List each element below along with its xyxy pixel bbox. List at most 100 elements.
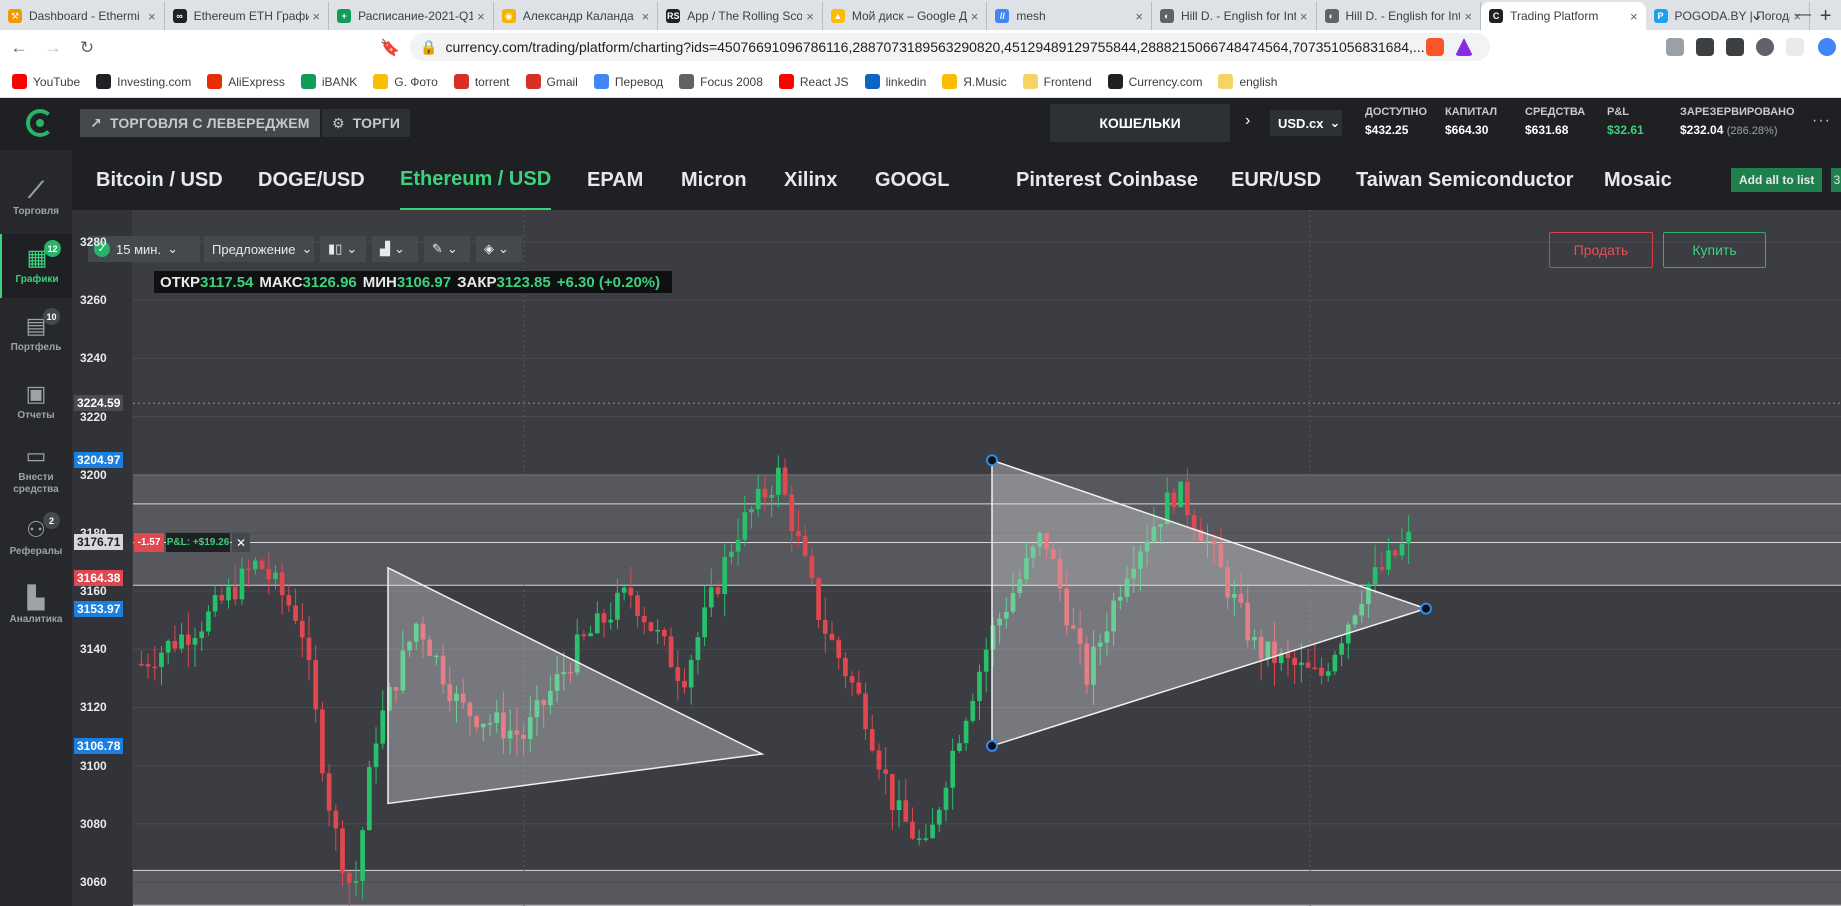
bookmark-icon[interactable]: 🔖 <box>380 40 400 57</box>
tab-close-icon[interactable]: × <box>1629 8 1638 24</box>
browser-tab[interactable]: ∞ Ethereum ETH Графи × <box>165 2 330 30</box>
sidebar-item[interactable]: ⟋ Торговля <box>0 166 72 230</box>
bookmark-item[interactable]: torrent <box>453 74 510 89</box>
instrument-tab[interactable]: Taiwan Semiconductor <box>1356 168 1574 191</box>
drawing-tools-select[interactable]: ✎ ⌄ <box>424 236 470 262</box>
tab-close-icon[interactable]: × <box>312 8 321 24</box>
candlestick-chart[interactable] <box>72 210 1841 906</box>
instrument-tab[interactable]: EUR/USD <box>1231 168 1322 191</box>
bookmark-item[interactable]: YouTube <box>12 74 80 89</box>
instrument-tab[interactable]: Micron <box>681 168 747 191</box>
browser-tab[interactable]: P POGODA.BY | Погода × <box>1646 2 1811 30</box>
tab-close-icon[interactable]: × <box>806 8 814 24</box>
tab-close-icon[interactable]: × <box>1299 8 1308 24</box>
sidebar-item[interactable]: ▣ Отчеты <box>0 370 72 434</box>
sidebar-item[interactable]: ⚇ 2 Рефералы <box>0 506 72 570</box>
wallets-button[interactable]: КОШЕЛЬКИ <box>1050 104 1230 142</box>
bookmark-item[interactable]: Я.Music <box>942 74 1007 89</box>
interval-select[interactable]: ✓ 15 мин. ⌄ <box>88 236 200 262</box>
candle-down <box>782 467 788 495</box>
add-all-extra-badge[interactable]: 3 <box>1831 168 1841 192</box>
bookmark-item[interactable]: linkedin <box>864 74 926 89</box>
candle-down <box>474 716 479 728</box>
stat-value: $232.04 (286.28%) <box>1680 123 1795 137</box>
candle-down <box>863 693 868 730</box>
tab-close-icon[interactable]: × <box>1793 8 1802 24</box>
buy-button[interactable]: Купить <box>1663 232 1766 268</box>
currency-select[interactable]: USD.cx ⌄ <box>1270 110 1342 136</box>
browser-tab[interactable]: ◐ Hill D. - English for Int × <box>1317 2 1482 30</box>
instrument-tab[interactable]: Coinbase <box>1108 168 1199 191</box>
sidebar-item[interactable]: ▦ 12 Графики <box>0 234 72 298</box>
instrument-tab[interactable]: GOOGL <box>875 168 950 191</box>
instrument-tab[interactable]: Pinterest <box>1016 168 1102 191</box>
candle-up <box>1299 662 1304 666</box>
bookmark-item[interactable]: Перевод <box>593 74 663 89</box>
bookmark-item[interactable]: Frontend <box>1022 74 1092 89</box>
browser-tab[interactable]: ⚒ Dashboard - Ethermi × <box>0 2 165 30</box>
instrument-tab[interactable]: DOGE/USD <box>258 168 365 191</box>
new-tab-button[interactable]: + <box>1819 4 1832 27</box>
extension-icon[interactable] <box>1756 38 1774 56</box>
leverage-trading-button[interactable]: ↗ ТОРГОВЛЯ С ЛЕВЕРЕДЖЕМ <box>80 109 320 137</box>
bookmark-item[interactable]: iBANK <box>300 74 357 89</box>
minimize-icon[interactable]: — <box>1795 6 1811 23</box>
bookmark-item[interactable]: Investing.com <box>96 74 191 89</box>
sidebar-item[interactable]: ▭ Внести средства <box>0 438 72 502</box>
bookmark-item[interactable]: Focus 2008 <box>679 74 763 89</box>
sidebar-item[interactable]: ▙ Аналитика <box>0 574 72 638</box>
instrument-tab[interactable]: EPAM <box>587 168 644 191</box>
instrument-tabs: Bitcoin / USD DOGE/USD Ethereum / USD EPAM M… <box>72 150 1841 210</box>
layers-select[interactable]: ◈ ⌄ <box>476 236 522 262</box>
bookmark-item[interactable]: React JS <box>778 74 849 89</box>
close-position-icon[interactable]: ✕ <box>232 533 250 552</box>
profile-avatar[interactable] <box>1818 38 1836 56</box>
sell-button[interactable]: Продать <box>1549 232 1653 268</box>
ohlc-legend: ОТКР 3117.54 МАКС 3126.96 МИН 3106.97 ЗАКР 3… <box>154 271 673 293</box>
browser-tab[interactable]: ▲ Мой диск – Google Д × <box>823 2 988 30</box>
price-type-select[interactable]: Предложение ⌄ <box>204 236 314 262</box>
candle-up <box>1151 526 1157 542</box>
bookmark-item[interactable]: english <box>1218 74 1277 89</box>
trading-button[interactable]: ⚙ ТОРГИ <box>322 109 411 137</box>
extension-icon[interactable] <box>1726 38 1744 56</box>
indicators-select[interactable]: ▟ ⌄ <box>372 236 418 262</box>
instrument-tab[interactable]: Ethereum / USD <box>400 150 552 210</box>
tab-close-icon[interactable]: × <box>970 8 979 24</box>
currency-logo-icon[interactable] <box>26 109 54 137</box>
sidebar-item[interactable]: ▤ 10 Портфель <box>0 302 72 366</box>
tab-close-icon[interactable]: × <box>1135 8 1143 24</box>
instrument-tab[interactable]: Xilinx <box>784 168 838 191</box>
bookmark-item[interactable]: Gmail <box>525 74 578 89</box>
instrument-tab[interactable]: Bitcoin / USD <box>96 168 223 191</box>
bookmark-item[interactable]: G. Фото <box>373 74 438 89</box>
browser-tab[interactable]: + Расписание-2021-Q1 × <box>329 2 494 30</box>
extension-icon[interactable] <box>1696 38 1714 56</box>
tab-close-icon[interactable]: × <box>147 8 156 24</box>
bookmark-item[interactable]: AliExpress <box>207 74 285 89</box>
reload-icon[interactable]: ↻ <box>79 38 95 57</box>
back-icon[interactable]: ← <box>10 38 28 57</box>
more-icon[interactable]: ··· <box>1812 112 1831 129</box>
forward-icon[interactable]: → <box>44 38 62 57</box>
chevron-right-icon[interactable]: › <box>1245 112 1251 129</box>
extension-icon[interactable] <box>1786 38 1804 56</box>
add-all-to-list-button[interactable]: Add all to list <box>1731 168 1823 192</box>
instrument-tab[interactable]: Mosaic <box>1604 168 1672 191</box>
browser-tab[interactable]: ◉ Александр Каланда × <box>494 2 659 30</box>
tab-close-icon[interactable]: × <box>477 8 485 24</box>
candle-up <box>1278 653 1284 664</box>
tab-close-icon[interactable]: × <box>1464 8 1473 24</box>
browser-tab[interactable]: RS App / The Rolling Sco × <box>658 2 823 30</box>
browser-tab[interactable]: // mesh × <box>987 2 1152 30</box>
brave-icon[interactable] <box>1426 38 1444 56</box>
tab-close-icon[interactable]: × <box>641 8 650 24</box>
sidebar-item-label: Внести средства <box>13 472 59 495</box>
bookmark-item[interactable]: Currency.com <box>1107 74 1202 89</box>
url-input[interactable]: 🔒 currency.com/trading/platform/charting… <box>410 33 1490 61</box>
tab-search-icon[interactable]: ⌄ <box>1750 7 1764 24</box>
extension-icon[interactable] <box>1666 38 1684 56</box>
browser-tab[interactable]: ◐ Hill D. - English for Int × <box>1152 2 1317 30</box>
candle-type-select[interactable]: ▮▯ ⌄ <box>320 236 366 262</box>
browser-tab[interactable]: C Trading Platform × <box>1481 2 1646 30</box>
